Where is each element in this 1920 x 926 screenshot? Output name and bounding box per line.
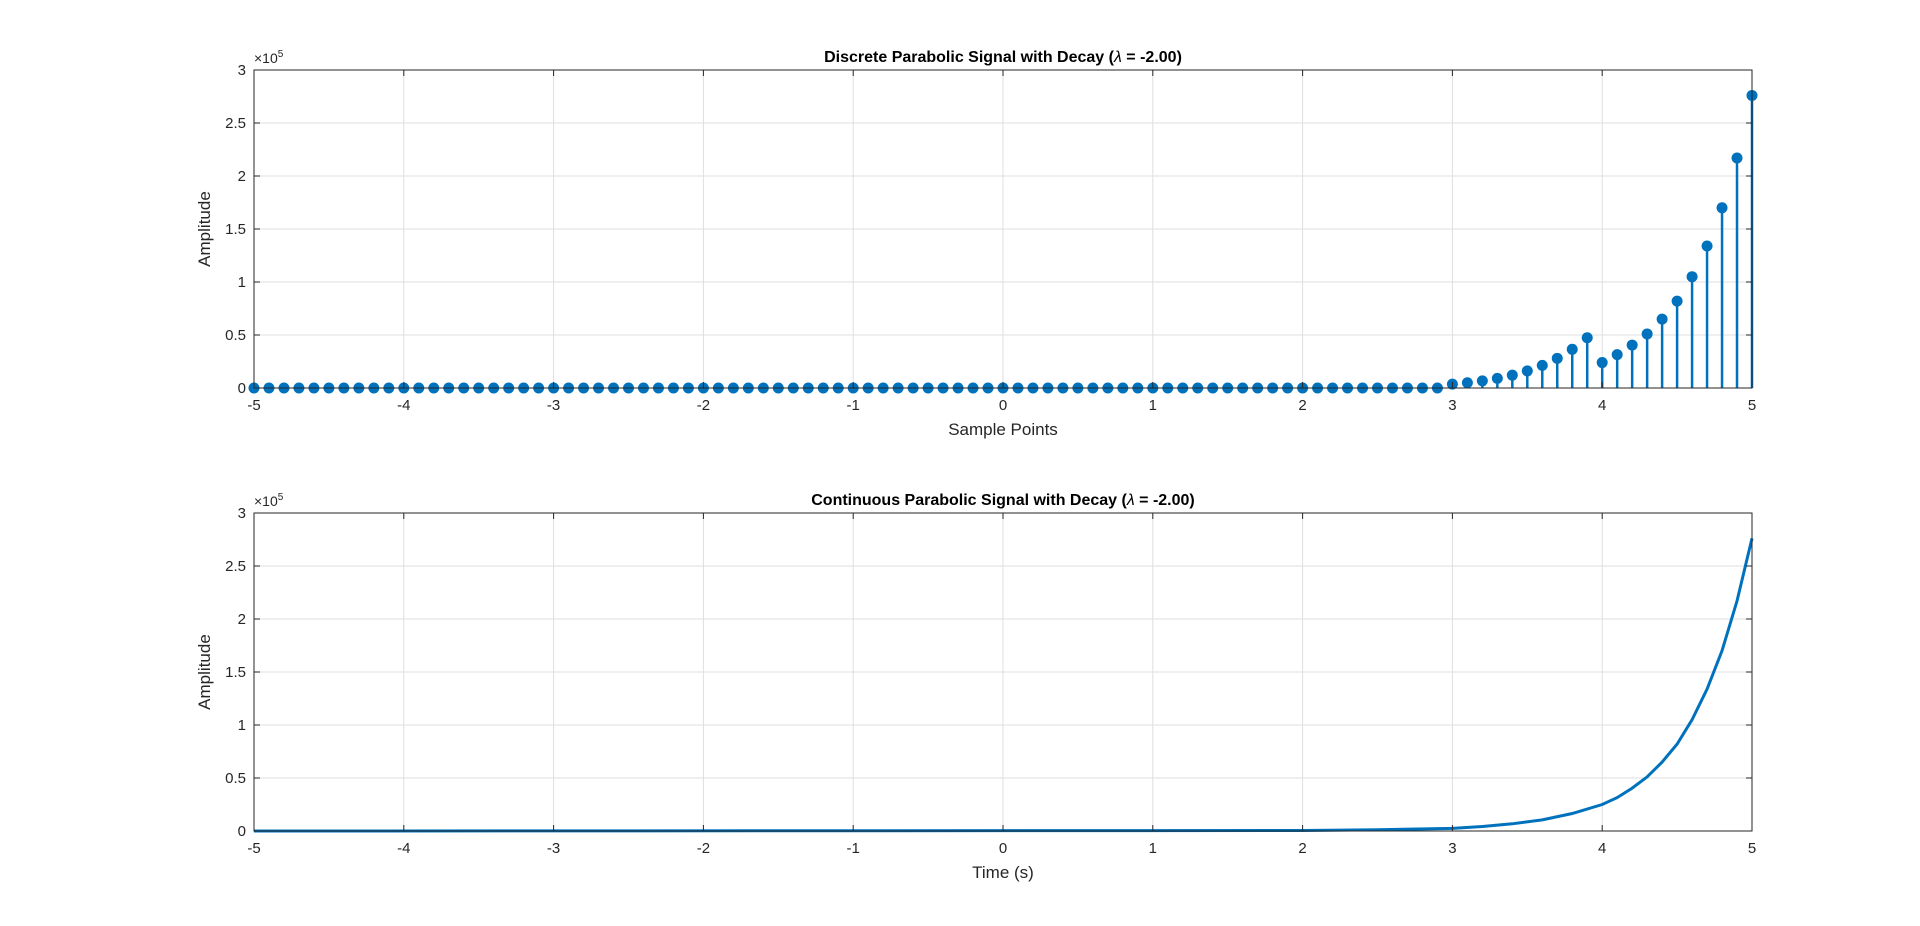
tick-labels: -5 -4 -3 -2 -1 0 1 2 3 4 5 0 0.5 1 1.5 2 2.5 3 <box>225 505 1756 857</box>
stem-marker <box>1521 365 1533 377</box>
stem-point <box>1626 339 1638 388</box>
stem-marker <box>1536 359 1548 371</box>
y-multiplier: ×105 <box>254 49 284 66</box>
plot-title: Continuous Parabolic Signal with Decay (… <box>811 492 1195 509</box>
y-tick-label: 0.5 <box>225 770 246 787</box>
x-axis-label: Sample Points <box>948 420 1058 439</box>
x-tick-label: -4 <box>397 397 410 414</box>
x-tick-label: -1 <box>847 840 860 857</box>
x-tick-label: 2 <box>1298 397 1306 414</box>
x-axis-label: Time (s) <box>972 863 1034 882</box>
continuous-signal-axes: -5 -4 -3 -2 -1 0 1 2 3 4 5 0 0.5 1 1.5 2 2.5 3 Continuous… <box>195 492 1756 882</box>
stem-marker <box>1701 240 1713 252</box>
stem-marker <box>1461 377 1473 389</box>
stem-marker <box>1671 295 1683 307</box>
x-tick-label: 3 <box>1448 840 1456 857</box>
stem-marker <box>1656 313 1668 325</box>
y-tick-label: 1 <box>238 274 246 291</box>
stem-point <box>1611 349 1623 388</box>
x-tick-label: 5 <box>1748 397 1756 414</box>
stem-marker <box>1641 328 1653 340</box>
y-tick-label: 3 <box>238 505 246 522</box>
stem-point <box>1716 202 1728 388</box>
stem-point <box>1686 271 1698 388</box>
stem-point <box>1701 240 1713 388</box>
y-multiplier: ×105 <box>254 492 284 509</box>
grid-lines <box>253 512 1753 832</box>
y-axis-label: Amplitude <box>195 634 214 710</box>
stem-marker <box>1566 343 1578 355</box>
y-tick-label: 0.5 <box>225 327 246 344</box>
stem-marker <box>1506 369 1518 381</box>
stem-point <box>1461 377 1473 389</box>
y-tick-label: 1 <box>238 717 246 734</box>
discrete-signal-axes: -5 -4 -3 -2 -1 0 1 2 3 4 5 0 0.5 1 1.5 2 2.5 3 Discrete P… <box>195 49 1758 439</box>
y-tick-label: 2.5 <box>225 115 246 132</box>
stem-marker <box>1626 339 1638 351</box>
stem-point <box>1521 365 1533 388</box>
y-tick-label: 2 <box>238 168 246 185</box>
stem-point <box>1581 332 1593 388</box>
plot-title: Discrete Parabolic Signal with Decay (λ … <box>824 49 1182 66</box>
x-tick-label: 0 <box>999 397 1007 414</box>
x-tick-label: -2 <box>697 397 710 414</box>
y-tick-label: 0 <box>238 380 246 397</box>
x-tick-label: -4 <box>397 840 410 857</box>
stem-marker <box>1716 202 1728 214</box>
x-tick-label: 5 <box>1748 840 1756 857</box>
stem-point <box>1731 152 1743 388</box>
x-tick-label: 4 <box>1598 840 1606 857</box>
x-tick-label: -3 <box>547 397 560 414</box>
x-tick-label: -5 <box>247 397 260 414</box>
stem-marker <box>1686 271 1698 283</box>
stem-point <box>1566 343 1578 388</box>
stem-point <box>1671 295 1683 388</box>
x-tick-label: 3 <box>1448 397 1456 414</box>
tick-labels: -5 -4 -3 -2 -1 0 1 2 3 4 5 0 0.5 1 1.5 2 2.5 3 <box>225 62 1756 414</box>
y-tick-label: 2.5 <box>225 558 246 575</box>
x-tick-label: -1 <box>847 397 860 414</box>
stem-marker <box>1611 349 1623 361</box>
y-tick-label: 2 <box>238 611 246 628</box>
stem-point <box>1656 313 1668 388</box>
stem-point <box>1506 369 1518 388</box>
x-tick-label: -5 <box>247 840 260 857</box>
stem-point <box>1551 352 1563 388</box>
stem-marker <box>1491 372 1503 384</box>
x-tick-label: -3 <box>547 840 560 857</box>
y-tick-label: 3 <box>238 62 246 79</box>
stem-marker <box>1731 152 1743 164</box>
x-tick-label: 2 <box>1298 840 1306 857</box>
y-axis-label: Amplitude <box>195 191 214 267</box>
x-tick-label: 1 <box>1149 840 1157 857</box>
stem-point <box>1491 372 1503 388</box>
x-tick-label: -2 <box>697 840 710 857</box>
y-tick-label: 0 <box>238 823 246 840</box>
stem-marker <box>1476 375 1488 387</box>
y-tick-label: 1.5 <box>225 221 246 238</box>
stem-marker <box>1596 357 1608 369</box>
stem-point <box>1476 375 1488 388</box>
grid-lines <box>253 69 1753 389</box>
stem-point <box>1536 359 1548 388</box>
stem-marker <box>1551 352 1563 364</box>
x-tick-label: 0 <box>999 840 1007 857</box>
stem-point <box>1641 328 1653 388</box>
x-tick-label: 1 <box>1149 397 1157 414</box>
x-tick-label: 4 <box>1598 397 1606 414</box>
stem-marker <box>1581 332 1593 344</box>
y-tick-label: 1.5 <box>225 664 246 681</box>
